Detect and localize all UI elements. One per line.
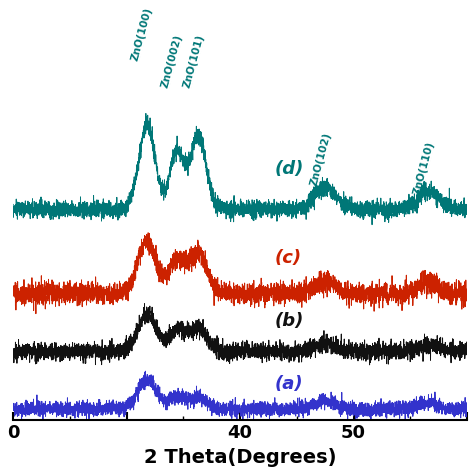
X-axis label: 2 Theta(Degrees): 2 Theta(Degrees) bbox=[144, 448, 337, 467]
Text: ZnO(102): ZnO(102) bbox=[309, 131, 332, 187]
Text: (d): (d) bbox=[274, 160, 303, 178]
Text: (a): (a) bbox=[274, 375, 303, 393]
Text: ZnO(110): ZnO(110) bbox=[412, 140, 436, 196]
Text: ZnO(100): ZnO(100) bbox=[130, 7, 154, 63]
Text: ZnO(002): ZnO(002) bbox=[160, 33, 184, 89]
Text: (c): (c) bbox=[274, 249, 301, 267]
Text: ZnO(101): ZnO(101) bbox=[182, 33, 205, 89]
Text: (b): (b) bbox=[274, 312, 303, 330]
